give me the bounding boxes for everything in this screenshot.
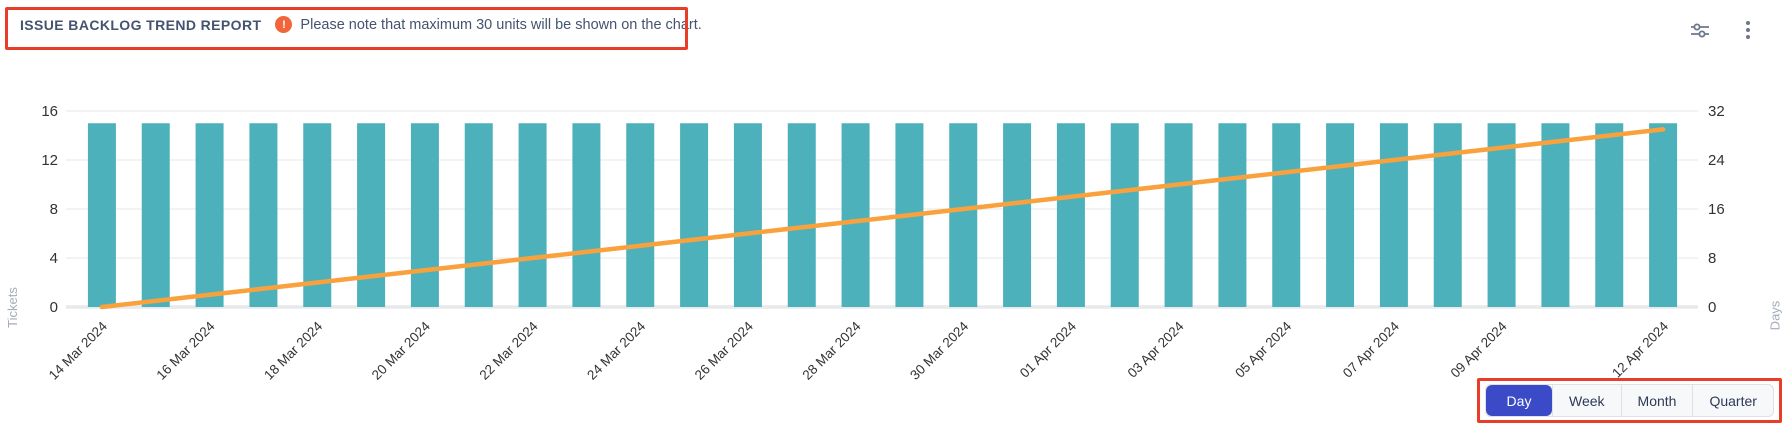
ticket-bar — [1595, 123, 1624, 307]
ticket-bar — [1541, 123, 1570, 307]
ticket-bar — [680, 123, 709, 307]
range-option-week[interactable]: Week — [1552, 385, 1621, 416]
ticket-bar — [787, 123, 816, 307]
x-axis-label: 01 Apr 2024 — [1017, 318, 1079, 380]
left-axis-tick: 4 — [50, 250, 58, 267]
x-axis-label: 16 Mar 2024 — [153, 318, 218, 383]
ticket-bar — [87, 123, 116, 307]
chart-toolbar — [1688, 18, 1760, 42]
ticket-bar — [1110, 123, 1139, 307]
x-axis-label: 24 Mar 2024 — [584, 318, 649, 383]
right-axis-tick: 16 — [1708, 201, 1725, 218]
ticket-bar — [1379, 123, 1408, 307]
range-option-quarter[interactable]: Quarter — [1692, 385, 1772, 416]
x-axis-label: 18 Mar 2024 — [261, 318, 326, 383]
x-axis-label: 05 Apr 2024 — [1232, 318, 1294, 380]
x-axis-label: 28 Mar 2024 — [799, 318, 864, 383]
x-axis-label: 30 Mar 2024 — [907, 318, 972, 383]
right-axis-tick: 24 — [1708, 152, 1725, 169]
exclamation-circle-icon: ! — [275, 16, 293, 33]
chart-canvas: 0 0 4 8 8 16 12 24 16 32 14 Mar 2024 16 Mar 2024 18 … — [41, 103, 1725, 383]
note-text: Please note that maximum 30 units will b… — [300, 16, 702, 33]
x-axis-label: 14 Mar 2024 — [46, 318, 111, 383]
ticket-bar — [249, 123, 278, 307]
range-option-month[interactable]: Month — [1620, 385, 1693, 416]
ticket-bar — [464, 123, 493, 307]
x-axis-label: 26 Mar 2024 — [692, 318, 757, 383]
left-axis-tick: 8 — [50, 201, 58, 218]
ticket-bar — [1649, 123, 1678, 307]
right-axis-tick: 32 — [1708, 103, 1725, 120]
ticket-bar — [572, 123, 601, 307]
ticket-bar — [1326, 123, 1355, 307]
left-axis-tick: 0 — [50, 299, 58, 316]
ticket-bar — [626, 123, 655, 307]
x-axis-label: 09 Apr 2024 — [1448, 318, 1510, 380]
kebab-menu-icon[interactable] — [1736, 18, 1760, 42]
max-units-note: ! Please note that maximum 30 units will… — [275, 16, 702, 33]
range-option-day[interactable]: Day — [1486, 385, 1552, 416]
report-header: ISSUE BACKLOG TREND REPORT ! Please note… — [20, 16, 702, 33]
ticket-bar — [1003, 123, 1032, 307]
days-trend-line — [99, 127, 1666, 310]
ticket-bar — [303, 123, 332, 307]
ticket-bar — [1487, 123, 1516, 307]
filter-sliders-icon[interactable] — [1688, 18, 1712, 42]
right-axis-tick: 8 — [1708, 250, 1716, 267]
x-axis-label: 22 Mar 2024 — [476, 318, 541, 383]
right-axis-title: Days — [1767, 300, 1783, 331]
ticket-bar — [1218, 123, 1247, 307]
x-axis-label: 12 Apr 2024 — [1609, 318, 1671, 380]
ticket-bar — [733, 123, 762, 307]
x-axis-label: 07 Apr 2024 — [1340, 318, 1402, 380]
range-selector: Day Week Month Quarter — [1485, 384, 1774, 417]
left-axis-title: Tickets — [4, 287, 20, 328]
x-axis-label: 20 Mar 2024 — [369, 318, 434, 383]
ticket-bar — [841, 123, 870, 307]
x-axis-label: 03 Apr 2024 — [1125, 318, 1187, 380]
ticket-bar — [410, 123, 439, 307]
ticket-bar — [1056, 123, 1085, 307]
ticket-bar — [195, 123, 224, 307]
ticket-bar — [1164, 123, 1193, 307]
ticket-bar — [141, 123, 170, 307]
right-axis-tick: 0 — [1708, 299, 1716, 316]
left-axis-tick: 16 — [41, 103, 58, 120]
ticket-bar — [518, 123, 547, 307]
ticket-bar — [1272, 123, 1301, 307]
page-title: ISSUE BACKLOG TREND REPORT — [20, 16, 262, 33]
backlog-trend-chart: 0 0 4 8 8 16 12 24 16 32 14 Mar 2024 16 Mar 2024 18 … — [0, 70, 1788, 400]
left-axis-tick: 12 — [41, 152, 58, 169]
ticket-bar — [949, 123, 978, 307]
